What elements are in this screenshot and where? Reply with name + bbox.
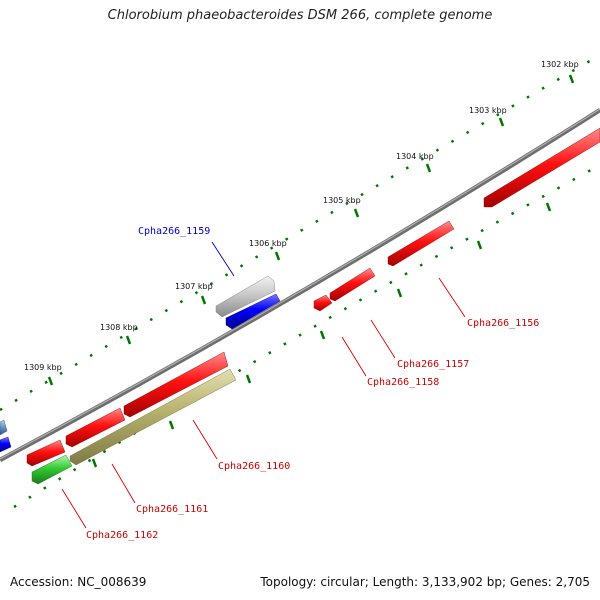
gene-label-1161[interactable]: Cpha266_1161 bbox=[136, 504, 208, 515]
leader-line-1159 bbox=[211, 241, 235, 277]
leader-line-1160 bbox=[192, 419, 218, 460]
gene-edge-light-blue[interactable] bbox=[0, 419, 8, 436]
gene-label-1162[interactable]: Cpha266_1162 bbox=[86, 530, 158, 541]
major-ticks bbox=[47, 74, 575, 468]
major-tick bbox=[425, 163, 432, 173]
major-tick bbox=[47, 376, 54, 386]
gene-cpha266-1162[interactable] bbox=[26, 439, 66, 467]
kbp-label: 1303 kbp bbox=[469, 106, 507, 115]
gene-cpha266-1159[interactable] bbox=[215, 275, 276, 318]
gene-cpha266-1161[interactable] bbox=[65, 407, 126, 448]
kbp-label: 1306 kbp bbox=[249, 239, 287, 248]
kbp-label: 1308 kbp bbox=[100, 323, 138, 332]
major-tick bbox=[91, 458, 98, 468]
outer-tick-track bbox=[0, 53, 600, 412]
gene-reverse-green[interactable] bbox=[31, 454, 73, 485]
genome-backbone-highlight bbox=[0, 108, 600, 460]
gene-label-1158[interactable]: Cpha266_1158 bbox=[367, 377, 439, 388]
topology-text: Topology: circular; Length: 3,133,902 bp… bbox=[260, 575, 590, 589]
major-tick bbox=[353, 208, 360, 218]
major-tick bbox=[498, 117, 505, 127]
major-tick bbox=[319, 330, 326, 340]
gene-cpha266-1160[interactable] bbox=[123, 351, 229, 418]
kbp-label: 1305 kbp bbox=[323, 196, 361, 205]
gene-cpha266-1156[interactable] bbox=[483, 127, 600, 208]
major-tick bbox=[476, 240, 483, 250]
leader-line-1156 bbox=[438, 277, 466, 318]
major-tick bbox=[245, 374, 252, 384]
gene-edge-blue[interactable] bbox=[0, 436, 12, 453]
kbp-label: 1309 kbp bbox=[24, 363, 62, 372]
gene-label-1156[interactable]: Cpha266_1156 bbox=[467, 318, 539, 329]
major-tick bbox=[274, 251, 281, 261]
gene-label-1159[interactable]: Cpha266_1159 bbox=[138, 226, 210, 237]
gene-cpha266-1158[interactable] bbox=[313, 294, 333, 312]
gene-reverse-blue[interactable] bbox=[225, 293, 281, 330]
major-tick bbox=[545, 202, 552, 212]
leader-line-1161 bbox=[111, 463, 136, 504]
accession-text: Accession: NC_008639 bbox=[10, 575, 147, 589]
major-tick bbox=[568, 74, 575, 84]
gene-label-1160[interactable]: Cpha266_1160 bbox=[218, 461, 290, 472]
leader-line-1158 bbox=[341, 336, 367, 377]
kbp-label: 1302 kbp bbox=[541, 60, 579, 69]
kbp-label: 1304 kbp bbox=[396, 152, 434, 161]
leader-lines bbox=[61, 241, 466, 529]
gene-cpha266-1157[interactable] bbox=[329, 267, 376, 302]
major-tick bbox=[168, 420, 175, 430]
genome-backbone bbox=[0, 108, 600, 462]
gene-1156-prev[interactable] bbox=[387, 220, 455, 267]
inner-tick-track bbox=[13, 163, 600, 509]
gene-label-1157[interactable]: Cpha266_1157 bbox=[397, 359, 469, 370]
major-tick bbox=[125, 335, 132, 345]
major-tick bbox=[396, 288, 403, 298]
kbp-label: 1307 kbp bbox=[175, 282, 213, 291]
major-tick bbox=[200, 295, 207, 305]
gene-reverse-olive[interactable] bbox=[69, 368, 237, 466]
leader-line-1162 bbox=[61, 488, 87, 529]
map-title: Chlorobium phaeobacteroides DSM 266, com… bbox=[107, 8, 493, 23]
leader-line-1157 bbox=[370, 319, 396, 359]
